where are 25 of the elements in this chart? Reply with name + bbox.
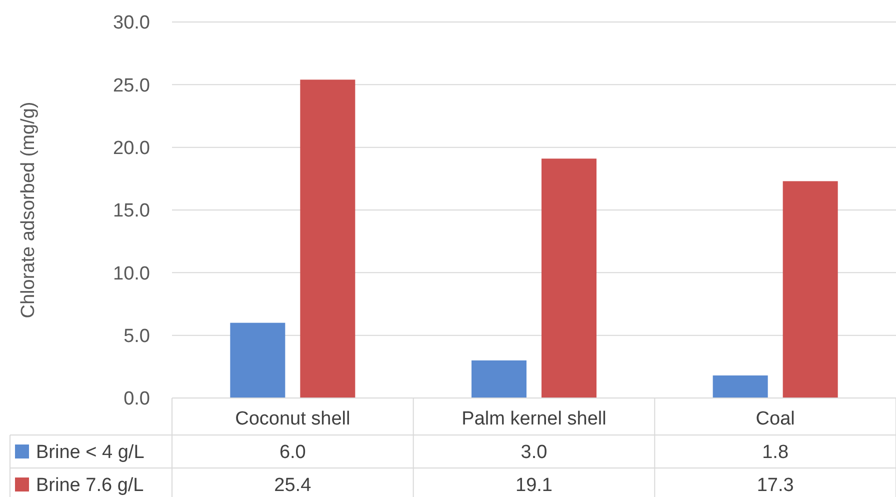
- x-tick-label: Coal: [756, 408, 795, 430]
- legend-label: Brine < 4 g/L: [36, 442, 144, 464]
- y-tick-label: 25.0: [113, 75, 150, 96]
- data-label: 19.1: [516, 475, 552, 496]
- y-tick-label: 15.0: [113, 200, 150, 222]
- bar: [712, 375, 768, 398]
- data-label: 25.4: [274, 475, 312, 496]
- legend-label: Brine 7.6 g/L: [36, 475, 144, 496]
- y-tick-label: 0.0: [124, 388, 150, 410]
- data-label: 17.3: [756, 475, 794, 496]
- data-label: 6.0: [279, 442, 306, 464]
- y-tick-label: 5.0: [124, 326, 150, 347]
- data-label: 3.0: [520, 442, 548, 464]
- y-tick-label: 30.0: [113, 12, 150, 34]
- y-axis-title: Chlorate adsorbed (mg/g): [18, 102, 39, 318]
- y-tick-label: 10.0: [113, 263, 150, 284]
- bar: [300, 80, 356, 398]
- bar: [782, 181, 838, 398]
- bar: [472, 360, 526, 398]
- x-tick-label: Palm kernel shell: [462, 408, 606, 430]
- data-label: 1.8: [762, 442, 789, 464]
- x-tick-label: Coconut shell: [235, 408, 350, 430]
- bar: [230, 322, 286, 398]
- y-tick-label: 20.0: [113, 138, 150, 159]
- bar: [542, 158, 596, 398]
